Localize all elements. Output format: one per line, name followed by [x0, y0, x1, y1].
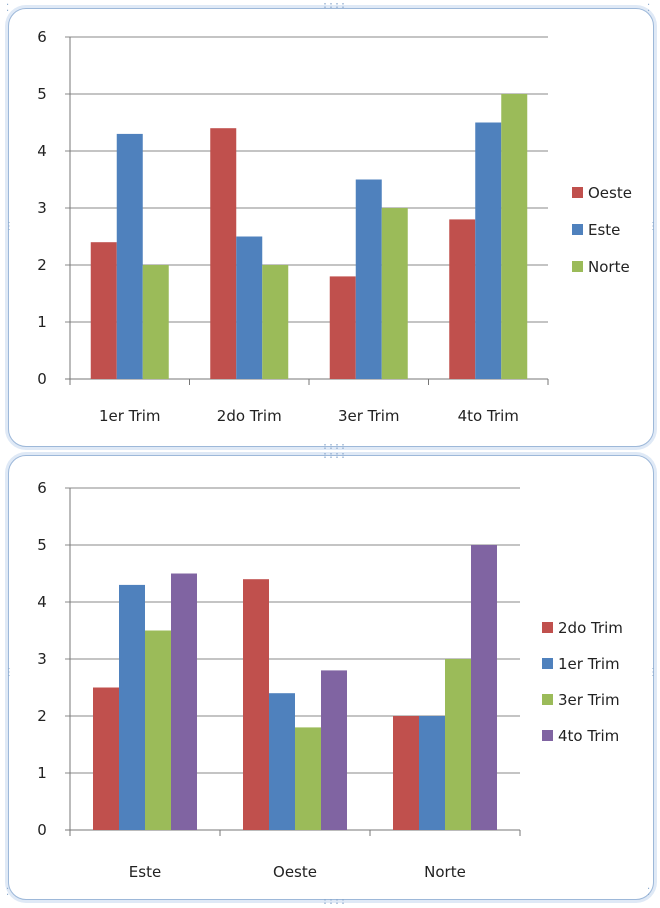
bar-oeste [329, 276, 356, 379]
bar-este [355, 179, 382, 379]
resize-handle-top[interactable]: :::: [322, 0, 347, 11]
legend-swatch [572, 187, 583, 198]
resize-handle-left[interactable]: ⋮ [4, 667, 14, 678]
legend-label: Norte [588, 258, 630, 276]
y-tick-label: 1 [37, 313, 47, 331]
bar-norte [262, 265, 289, 379]
resize-handle-right[interactable]: ⋮ [648, 667, 658, 678]
resize-handle-corner[interactable]: ⁚ [647, 887, 651, 898]
x-category-label: Norte [424, 863, 466, 881]
legend-swatch [572, 224, 583, 235]
bar-oeste [449, 219, 476, 379]
resize-handle-corner[interactable]: ⁚ [6, 3, 10, 14]
x-category-label: 1er Trim [99, 407, 161, 425]
resize-handle-middle[interactable]: :::: [322, 441, 347, 452]
bar-este [475, 122, 502, 379]
y-tick-label: 6 [37, 28, 47, 46]
resize-handle-bottom[interactable]: :::: [322, 896, 347, 907]
bar-norte [501, 94, 528, 379]
bar-4to-trim [471, 545, 497, 830]
x-category-label: Oeste [273, 863, 317, 881]
legend-swatch [572, 261, 583, 272]
bar-1er-trim [419, 716, 445, 830]
legend-swatch [542, 658, 553, 669]
legend-label: 4to Trim [558, 727, 619, 745]
resize-handle-corner[interactable]: ⁚ [6, 887, 10, 898]
bar-oeste [210, 128, 237, 379]
y-tick-label: 0 [37, 821, 47, 839]
y-tick-label: 0 [37, 370, 47, 388]
y-tick-label: 2 [37, 707, 47, 725]
bar-norte [381, 208, 408, 379]
bar-3er-trim [445, 659, 471, 830]
legend-label: Oeste [588, 184, 632, 202]
resize-handle-corner[interactable]: ⁚ [647, 3, 651, 14]
y-tick-label: 6 [37, 479, 47, 497]
y-tick-label: 3 [37, 199, 47, 217]
bar-este [236, 236, 263, 379]
resize-handle-right[interactable]: ⋮ [648, 221, 658, 232]
bar-1er-trim [269, 693, 295, 830]
y-tick-label: 4 [37, 142, 47, 160]
bar-3er-trim [145, 630, 171, 830]
legend-label: 1er Trim [558, 655, 620, 673]
x-category-label: 2do Trim [217, 407, 282, 425]
bar-2do-trim [243, 579, 269, 830]
legend-swatch [542, 622, 553, 633]
bar-chart-1: 0 1 2 3 4 5 6 1er Trim 2do Trim 3er Trim 4to Trim O… [37, 28, 632, 425]
x-category-label: 4to Trim [458, 407, 519, 425]
bar-1er-trim [119, 584, 145, 830]
bar-2do-trim [393, 716, 419, 830]
bar-2do-trim [93, 687, 119, 830]
y-tick-label: 3 [37, 650, 47, 668]
x-category-label: Este [129, 863, 161, 881]
legend-swatch [542, 694, 553, 705]
bar-3er-trim [295, 727, 321, 830]
y-tick-label: 5 [37, 536, 47, 554]
bar-este [116, 133, 143, 379]
legend-label: 3er Trim [558, 691, 620, 709]
legend-swatch [542, 730, 553, 741]
y-tick-label: 2 [37, 256, 47, 274]
bar-oeste [90, 242, 117, 379]
y-tick-label: 4 [37, 593, 47, 611]
resize-handle-middle[interactable]: :::: [322, 450, 347, 461]
resize-handle-left[interactable]: ⋮ [4, 221, 14, 232]
legend-label: Este [588, 221, 620, 239]
bar-norte [142, 265, 169, 379]
bar-4to-trim [321, 670, 347, 830]
y-tick-label: 5 [37, 85, 47, 103]
x-category-label: 3er Trim [338, 407, 400, 425]
y-tick-label: 1 [37, 764, 47, 782]
legend-label: 2do Trim [558, 619, 623, 637]
bar-4to-trim [171, 573, 197, 830]
